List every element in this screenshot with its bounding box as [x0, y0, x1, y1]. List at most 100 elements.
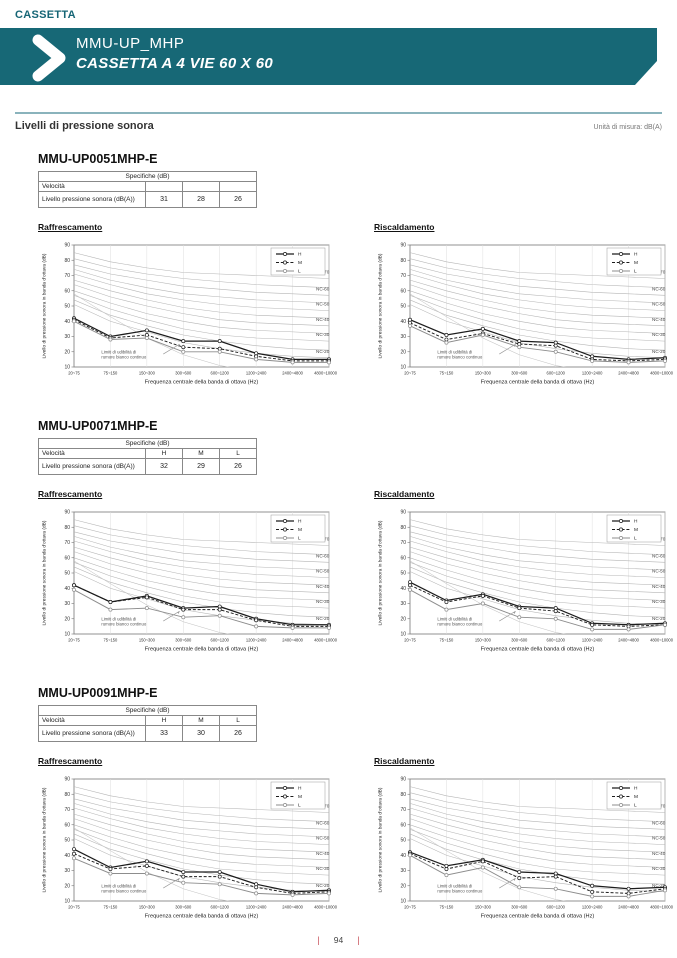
heating-chart-block: Riscaldamento 10 20 30 40 50 60 70 80 90 20~75 75~…: [374, 484, 674, 666]
cooling-chart-title: Raffrescamento: [38, 489, 103, 499]
svg-text:75~150: 75~150: [440, 638, 454, 643]
model-name: MMU-UP0091MHP-E: [38, 686, 158, 700]
svg-text:600~1200: 600~1200: [547, 638, 566, 643]
svg-text:20~75: 20~75: [404, 905, 416, 910]
svg-text:30: 30: [400, 601, 406, 607]
svg-text:50: 50: [64, 304, 70, 310]
svg-text:20~75: 20~75: [68, 905, 80, 910]
svg-text:10: 10: [400, 632, 406, 638]
svg-text:20: 20: [64, 883, 70, 889]
cooling-chart-title: Raffrescamento: [38, 222, 103, 232]
sound-level-value: 26: [219, 458, 257, 475]
svg-text:H: H: [634, 252, 638, 258]
svg-text:90: 90: [64, 243, 70, 249]
svg-text:40: 40: [64, 319, 70, 325]
svg-text:80: 80: [400, 792, 406, 798]
svg-text:NC-50: NC-50: [316, 569, 330, 574]
svg-text:NC-60: NC-60: [652, 553, 666, 558]
cooling-chart-block: Raffrescamento 10 20 30 40 50 60 70 80 90 20~75 75…: [38, 484, 338, 666]
model-name: MMU-UP0071MHP-E: [38, 419, 158, 433]
svg-text:NC-40: NC-40: [316, 584, 330, 589]
svg-text:M: M: [634, 260, 638, 266]
cooling-chart-block: Raffrescamento 10 20 30 40 50 60 70 80 90 20~75 75…: [38, 751, 338, 933]
svg-text:NC-50: NC-50: [316, 302, 330, 307]
svg-text:NC-20: NC-20: [652, 883, 666, 888]
svg-text:80: 80: [400, 525, 406, 531]
svg-text:300~600: 300~600: [511, 638, 528, 643]
svg-text:NC-60: NC-60: [652, 820, 666, 825]
sound-level-value: 31: [145, 191, 183, 208]
svg-text:Frequenza centrale della banda: Frequenza centrale della banda di ottava…: [481, 380, 595, 386]
svg-text:50: 50: [64, 838, 70, 844]
svg-text:rumore bianco continuo: rumore bianco continuo: [437, 889, 483, 894]
svg-text:Limiti di udibilità di: Limiti di udibilità di: [437, 883, 472, 888]
speed-value: H: [145, 448, 183, 459]
sound-level-value: 30: [182, 725, 220, 742]
sound-level-value: 33: [145, 725, 183, 742]
svg-text:70: 70: [400, 273, 406, 279]
footer-bar-right: |: [357, 935, 360, 945]
svg-text:300~600: 300~600: [175, 905, 192, 910]
speed-value: M: [182, 448, 220, 459]
spec-table: Specifiche (dB) Velocità H M L Livello p…: [38, 705, 257, 742]
svg-text:NC-60: NC-60: [652, 286, 666, 291]
svg-text:L: L: [634, 803, 637, 809]
svg-text:L: L: [634, 536, 637, 542]
svg-text:70: 70: [400, 807, 406, 813]
svg-text:L: L: [298, 269, 301, 275]
svg-text:Limiti di udibilità di: Limiti di udibilità di: [101, 883, 136, 888]
sound-level-label: Livello pressione sonora (dB(A)): [38, 191, 146, 208]
svg-text:50: 50: [400, 304, 406, 310]
svg-text:75~150: 75~150: [440, 905, 454, 910]
svg-text:NC-50: NC-50: [652, 569, 666, 574]
heating-chart-title: Riscaldamento: [374, 489, 435, 499]
svg-text:2400~4800: 2400~4800: [282, 905, 303, 910]
svg-text:Livello di pressione sonora in: Livello di pressione sonora in banda d'o…: [42, 253, 48, 358]
svg-text:M: M: [298, 794, 302, 800]
speed-value: H: [145, 715, 183, 726]
svg-text:20~75: 20~75: [68, 638, 80, 643]
sound-level-value: 32: [145, 458, 183, 475]
svg-text:Frequenza centrale della banda: Frequenza centrale della banda di ottava…: [481, 914, 595, 920]
heating-chart-block: Riscaldamento 10 20 30 40 50 60 70 80 90 20~75 75~…: [374, 751, 674, 933]
svg-text:150~300: 150~300: [139, 905, 156, 910]
svg-text:150~300: 150~300: [475, 638, 492, 643]
sound-level-value: 28: [182, 191, 220, 208]
svg-text:70: 70: [400, 540, 406, 546]
svg-text:90: 90: [400, 510, 406, 516]
svg-text:NC-20: NC-20: [652, 616, 666, 621]
speed-value: [182, 181, 220, 192]
svg-text:70: 70: [64, 540, 70, 546]
svg-text:Livello di pressione sonora in: Livello di pressione sonora in banda d'o…: [42, 520, 48, 625]
svg-text:90: 90: [400, 777, 406, 783]
speed-label: Velocità: [38, 448, 146, 459]
svg-text:Frequenza centrale della banda: Frequenza centrale della banda di ottava…: [481, 647, 595, 653]
svg-text:NC-60: NC-60: [316, 286, 330, 291]
speed-value: M: [182, 715, 220, 726]
svg-text:60: 60: [64, 288, 70, 294]
svg-text:2400~4800: 2400~4800: [618, 371, 639, 376]
svg-text:Limiti di udibilità di: Limiti di udibilità di: [437, 349, 472, 354]
spec-table-header: Specifiche (dB): [38, 171, 257, 182]
svg-text:Livello di pressione sonora in: Livello di pressione sonora in banda d'o…: [42, 787, 48, 892]
title-banner: MMU-UP_MHP CASSETTA A 4 VIE 60 X 60: [0, 28, 657, 85]
svg-text:75~150: 75~150: [104, 638, 118, 643]
heating-noise-chart: 10 20 30 40 50 60 70 80 90 20~75 75~150 150~300 300~…: [378, 243, 674, 386]
svg-text:70: 70: [64, 807, 70, 813]
svg-text:50: 50: [64, 571, 70, 577]
svg-text:150~300: 150~300: [139, 371, 156, 376]
svg-text:2400~4800: 2400~4800: [618, 905, 639, 910]
sound-level-value: 29: [182, 458, 220, 475]
svg-text:Frequenza centrale della banda: Frequenza centrale della banda di ottava…: [145, 380, 259, 386]
heating-chart-title: Riscaldamento: [374, 222, 435, 232]
model-section: MMU-UP0051MHP-E Specifiche (dB) Velocità…: [38, 152, 677, 399]
svg-text:rumore bianco continuo: rumore bianco continuo: [437, 355, 483, 360]
svg-text:300~600: 300~600: [175, 638, 192, 643]
svg-text:NC-40: NC-40: [652, 584, 666, 589]
svg-text:60: 60: [64, 822, 70, 828]
svg-text:2400~4800: 2400~4800: [282, 638, 303, 643]
svg-text:NC-40: NC-40: [652, 851, 666, 856]
svg-text:Limiti di udibilità di: Limiti di udibilità di: [101, 616, 136, 621]
svg-text:1200~2400: 1200~2400: [582, 905, 603, 910]
